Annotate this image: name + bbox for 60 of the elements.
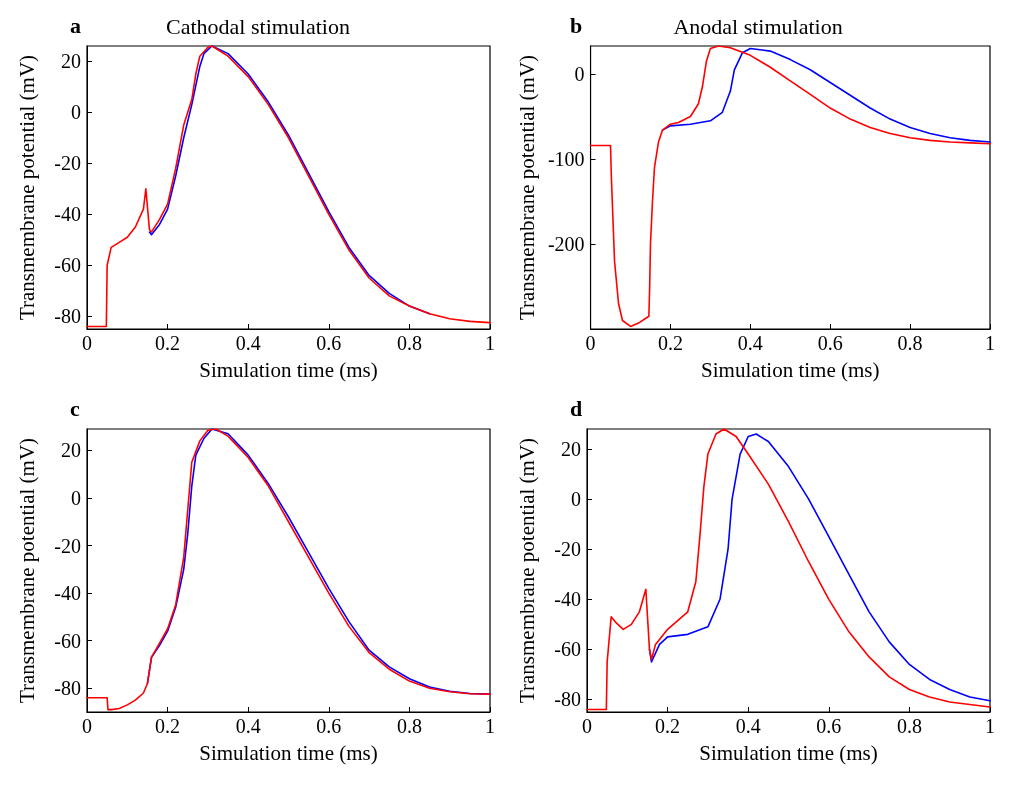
x-tick-label: 0.8 <box>896 715 922 737</box>
x-axis-title: Simulation time (ms) <box>699 740 878 765</box>
y-tick-label: -80 <box>554 688 581 711</box>
text: c <box>70 395 80 421</box>
x-tick-label: 0.2 <box>655 715 681 737</box>
x-tick-label: 0.2 <box>657 332 683 354</box>
y-tick-label: 20 <box>61 50 81 73</box>
line-series <box>86 428 491 711</box>
x-tick-label: 0.4 <box>735 715 761 737</box>
x-tick-label: 0.6 <box>316 332 342 354</box>
line-series <box>586 428 991 711</box>
y-tick-label: -20 <box>54 534 81 557</box>
y-tick-label: -80 <box>54 677 81 700</box>
x-tick-label: 0.6 <box>316 715 342 737</box>
y-axis-title: Transmembrane potential (mV) <box>14 54 39 321</box>
line-series <box>589 45 991 328</box>
text: b <box>570 12 583 38</box>
x-axis-title: Simulation time (ms) <box>199 357 378 382</box>
y-tick-label: -80 <box>54 305 81 328</box>
y-tick-label: 0 <box>571 488 581 511</box>
y-axis-title: Transmembrane potential (mV) <box>514 437 539 704</box>
y-tick-label: -40 <box>554 588 581 611</box>
x-tick-label: 0.2 <box>155 715 181 737</box>
chart-title: Anodal stimulation <box>673 13 843 39</box>
line-series <box>86 45 491 328</box>
x-tick-label: 0.2 <box>155 332 181 354</box>
y-tick-label: -100 <box>547 148 585 171</box>
y-tick-label: -40 <box>54 203 81 226</box>
y-tick-label: -200 <box>547 233 585 256</box>
y-axis-title: Transmembrane potential (mV) <box>14 437 39 704</box>
y-tick-label: 0 <box>71 101 81 124</box>
y-tick-label: 0 <box>574 63 585 86</box>
x-tick-label: 0.4 <box>737 332 763 354</box>
text: a <box>70 12 81 38</box>
x-axis-title: Simulation time (ms) <box>199 740 378 765</box>
x-tick-label: 0.8 <box>396 715 422 737</box>
x-tick-label: 0.4 <box>235 332 261 354</box>
y-tick-label: -60 <box>554 638 581 661</box>
chart-title: Cathodal stimulation <box>166 13 350 39</box>
y-axis-title: Transmembrane potential (mV) <box>514 54 539 321</box>
x-tick-label: 1 <box>485 332 495 354</box>
text: d <box>570 395 583 421</box>
y-tick-label: 20 <box>561 438 581 461</box>
y-tick-label: -40 <box>54 582 81 605</box>
y-tick-label: 0 <box>71 486 81 509</box>
x-tick-label: 1 <box>985 715 995 737</box>
y-tick-label: -20 <box>554 538 581 561</box>
x-tick-label: 0.8 <box>396 332 422 354</box>
x-tick-label: 0.6 <box>816 715 842 737</box>
x-tick-label: 1 <box>485 715 495 737</box>
x-tick-label: 0.4 <box>235 715 261 737</box>
y-tick-label: 20 <box>61 439 81 462</box>
x-tick-label: 0.6 <box>817 332 843 354</box>
y-tick-label: -20 <box>54 152 81 175</box>
line-series <box>648 433 991 702</box>
y-tick-label: -60 <box>54 629 81 652</box>
y-tick-label: -60 <box>54 254 81 277</box>
x-tick-label: 1 <box>985 332 995 354</box>
x-axis-title: Simulation time (ms) <box>701 357 880 382</box>
x-tick-label: 0.8 <box>897 332 923 354</box>
